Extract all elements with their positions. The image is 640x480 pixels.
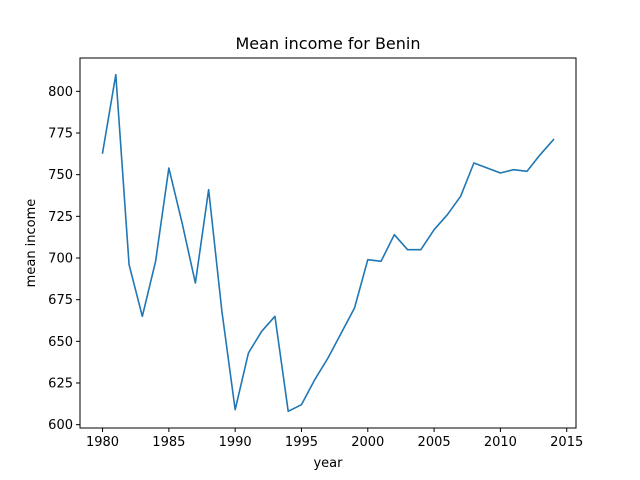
x-axis: 1980 1985 1990 1995 2000 2005 2010 2015	[86, 428, 583, 450]
x-tick-label: 2015	[550, 435, 583, 450]
y-tick-label: 800	[48, 85, 73, 100]
x-tick-label: 1980	[86, 435, 119, 450]
y-tick-label: 750	[48, 168, 73, 183]
x-tick-label: 1990	[219, 435, 252, 450]
y-axis: 600 625 650 675 700 725 750 775 800	[48, 85, 80, 433]
chart-title: Mean income for Benin	[236, 34, 421, 53]
y-tick-label: 725	[48, 210, 73, 225]
y-tick-label: 775	[48, 127, 73, 142]
x-tick-label: 1995	[285, 435, 318, 450]
y-tick-label: 675	[48, 293, 73, 308]
x-tick-label: 1985	[152, 435, 185, 450]
y-tick-label: 625	[48, 377, 73, 392]
y-tick-label: 700	[48, 252, 73, 267]
series-line	[101, 73, 555, 413]
x-tick-label: 2000	[351, 435, 384, 450]
x-axis-label: year	[313, 456, 343, 471]
y-axis-label: mean income	[24, 199, 39, 288]
y-tick-label: 650	[48, 335, 73, 350]
axes-frame	[79, 57, 577, 429]
x-tick-label: 2010	[484, 435, 517, 450]
plot-area	[101, 73, 555, 413]
x-tick-label: 2005	[418, 435, 451, 450]
y-tick-label: 600	[48, 418, 73, 433]
